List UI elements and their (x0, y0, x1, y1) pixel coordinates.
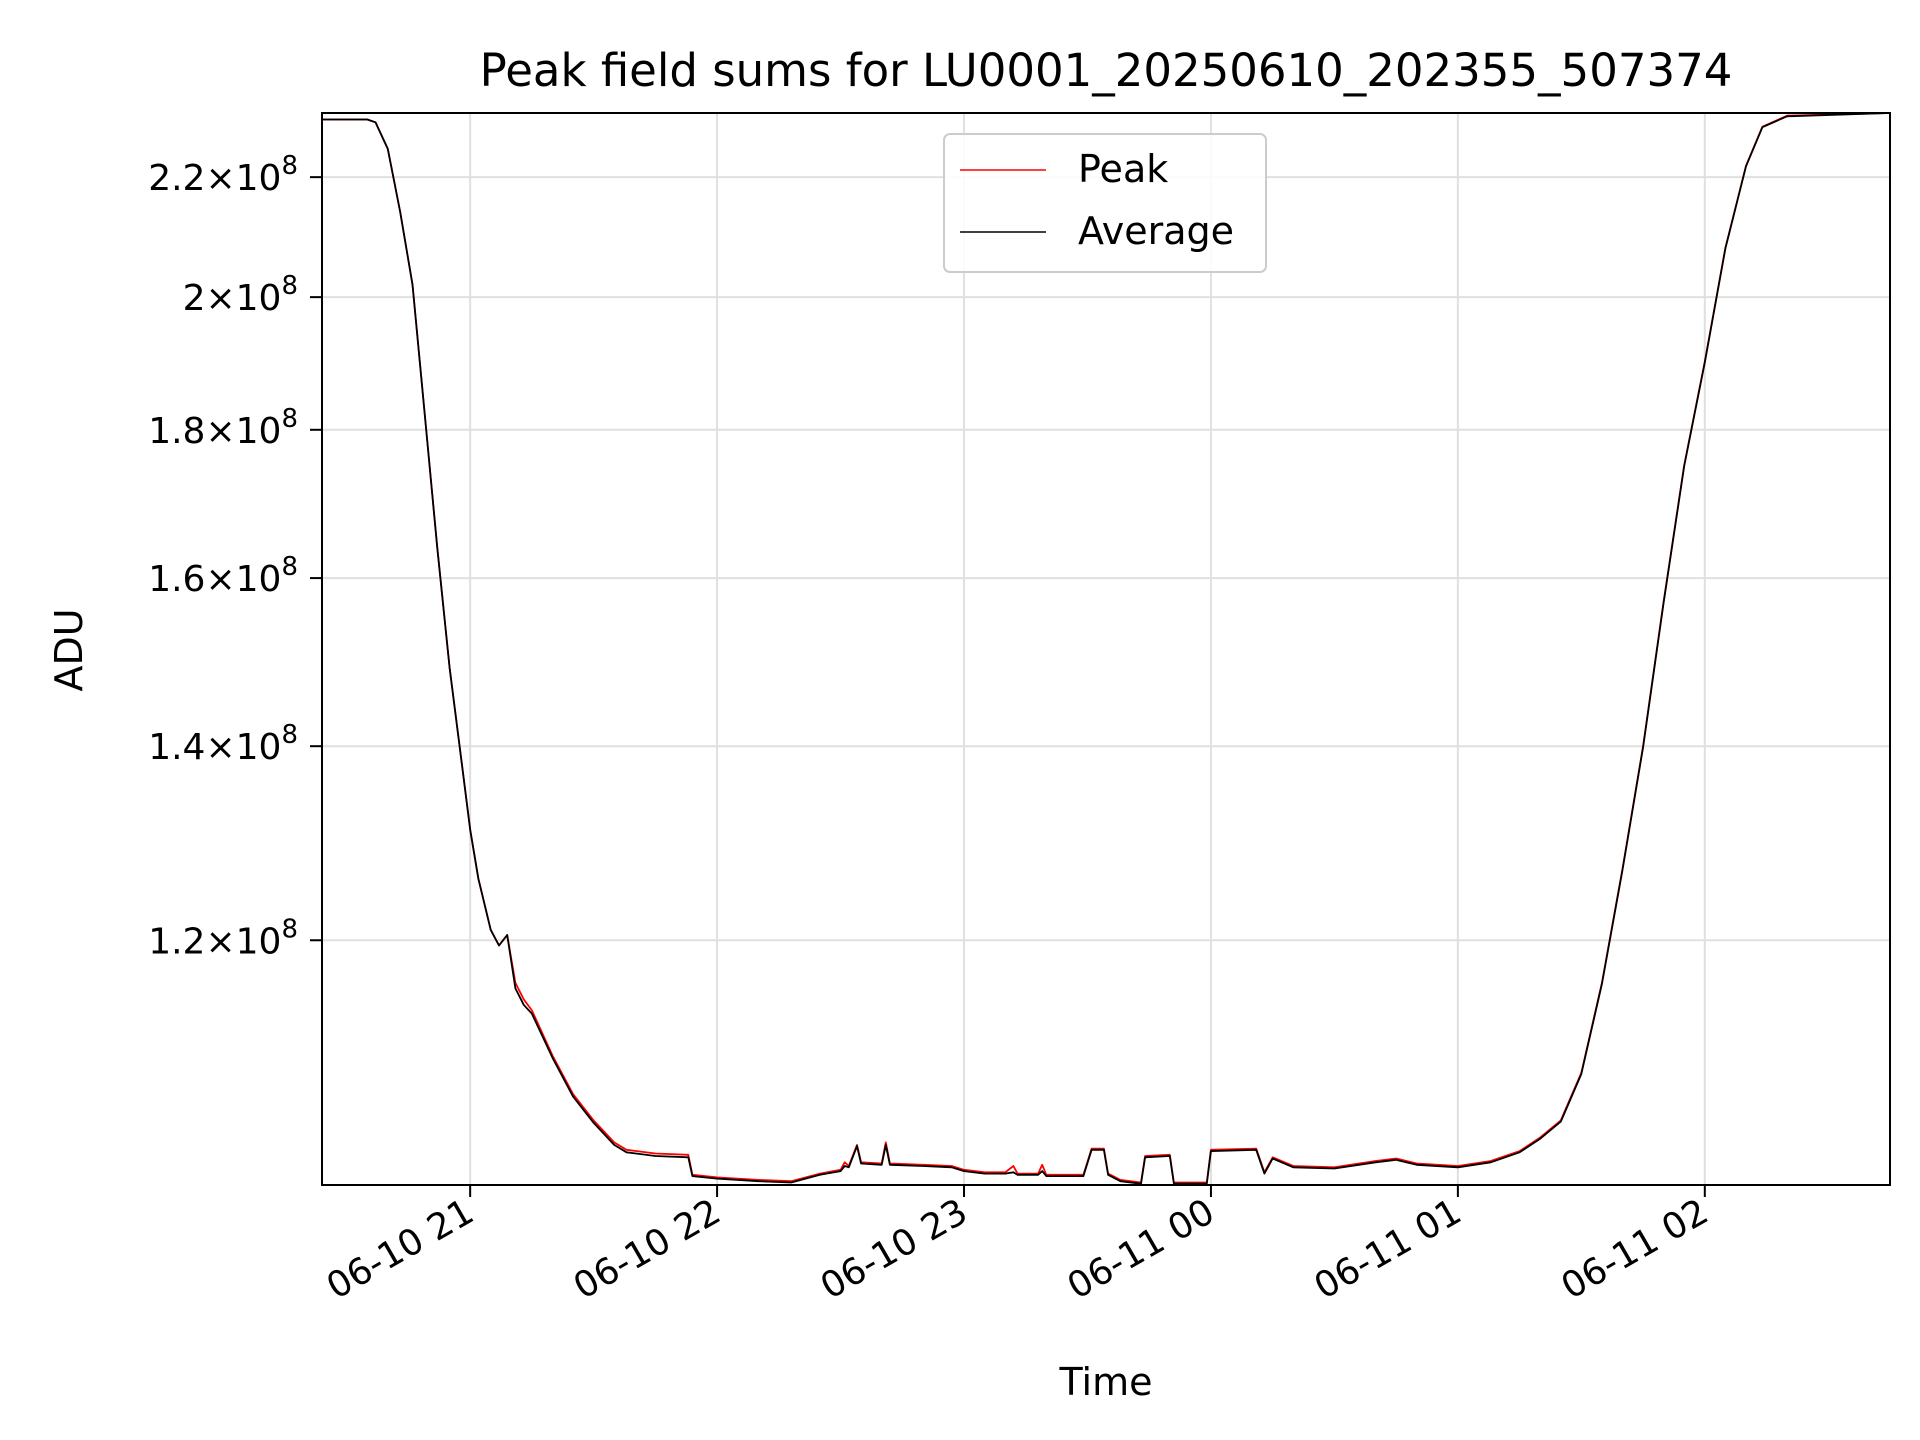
y-tick-base: 10 (236, 411, 282, 452)
chart-title: Peak field sums for LU0001_20250610_2023… (480, 44, 1733, 97)
y-tick-exponent: 8 (281, 720, 298, 750)
grid-lines (322, 113, 1890, 1185)
y-tick-times: × (205, 278, 235, 319)
y-tick-base: 10 (236, 278, 282, 319)
y-tick-exponent: 8 (281, 404, 298, 434)
y-tick-label: 2×108 (183, 271, 298, 319)
y-tick-exponent: 8 (281, 151, 298, 181)
y-tick-label: 1.4×108 (148, 720, 298, 768)
y-tick-label: 1.2×108 (148, 914, 298, 962)
legend-box (943, 133, 1267, 273)
y-tick-exponent: 8 (281, 552, 298, 582)
y-axis-label: ADU (47, 608, 91, 691)
y-tick-mantissa: 1.8 (148, 411, 205, 452)
y-tick-label: 2.2×108 (148, 151, 298, 199)
y-tick-times: × (205, 158, 235, 199)
y-tick-mantissa: 2.2 (148, 158, 205, 199)
y-tick-times: × (205, 411, 235, 452)
series-lines (322, 113, 1890, 1185)
y-tick-label: 1.6×108 (148, 552, 298, 600)
y-tick-base: 10 (236, 727, 282, 768)
y-tick-mantissa: 1.2 (148, 921, 205, 962)
y-tick-base: 10 (236, 158, 282, 199)
y-tick-base: 10 (236, 559, 282, 600)
legend-label-average: Average (1078, 209, 1234, 253)
x-axis-label: Time (1059, 1360, 1153, 1404)
y-tick-mantissa: 2 (183, 278, 206, 319)
y-tick-exponent: 8 (281, 271, 298, 301)
series-line-average (322, 113, 1890, 1185)
legend-label-peak: Peak (1078, 147, 1168, 191)
y-tick-mantissa: 1.4 (148, 727, 205, 768)
y-tick-base: 10 (236, 921, 282, 962)
plot-frame (321, 112, 1891, 1186)
legend: Peak Average (943, 133, 1267, 273)
y-tick-exponent: 8 (281, 914, 298, 944)
y-tick-times: × (205, 921, 235, 962)
y-tick-times: × (205, 727, 235, 768)
y-tick-mantissa: 1.6 (148, 559, 205, 600)
y-tick-label: 1.8×108 (148, 404, 298, 452)
y-tick-times: × (205, 559, 235, 600)
